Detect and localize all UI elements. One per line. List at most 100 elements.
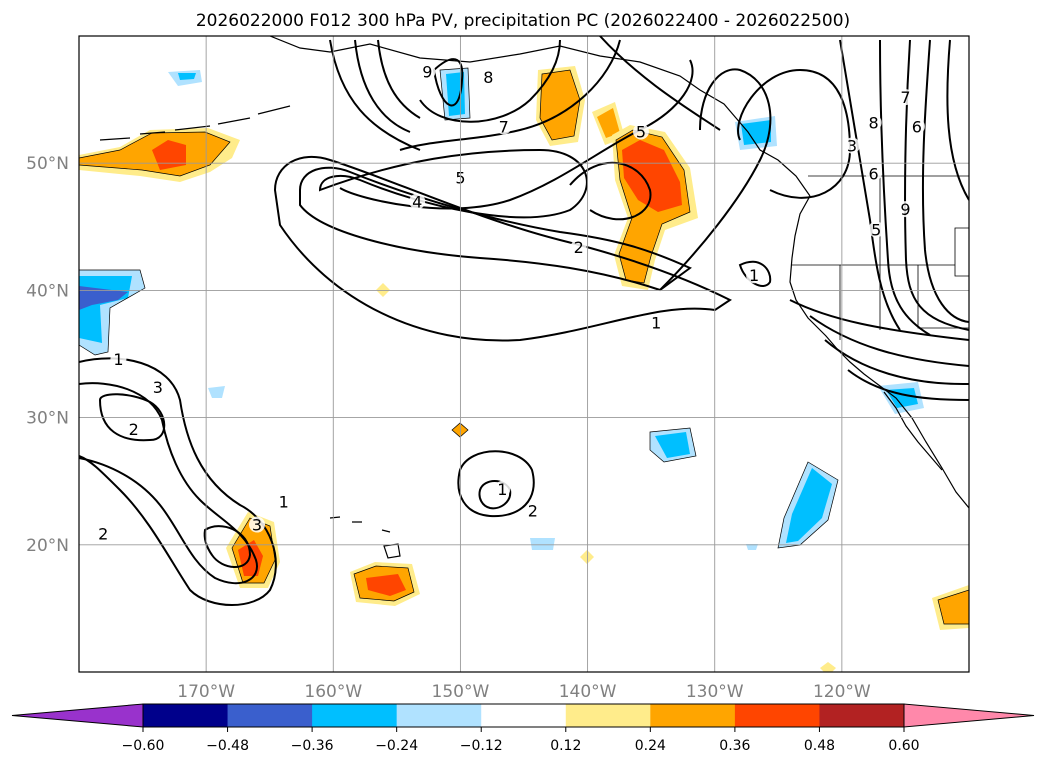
contour-label-backing: [480, 68, 497, 85]
colorbar-tick-label: −0.48: [206, 738, 249, 754]
precip-positive-area-light: [820, 662, 836, 672]
gridlines: [79, 36, 969, 672]
precip-negative-area-mid: [178, 73, 196, 80]
pv-contour-trough: [921, 39, 969, 323]
colorbar-segment: [396, 704, 482, 727]
precip-outline: [353, 565, 415, 602]
lat-tick-label: 40°N: [26, 281, 69, 301]
pv-contour-west-coast: [824, 339, 969, 386]
chart-title: 2026022000 F012 300 hPa PV, precipitatio…: [196, 11, 850, 31]
pv-contour-3-southwest-loop: [203, 525, 252, 568]
precip-outline: [937, 589, 969, 625]
contour-label-backing: [524, 502, 541, 519]
coastline-layer: [99, 36, 969, 559]
pv-contour-west-coast: [847, 369, 969, 401]
alaska-coastline: [269, 36, 811, 197]
pv-contour-outer-arc: [377, 39, 421, 119]
pv-contour-label: 3: [847, 136, 857, 155]
lat-tick-label: 30°N: [26, 409, 69, 429]
pv-contour-label: 2: [528, 502, 538, 521]
precip-positive-area-dark: [366, 574, 406, 596]
colorbar-under-extension: [11, 703, 144, 728]
contour-label-backing: [746, 267, 763, 284]
pv-contour-1-subtropic-loop: [457, 450, 535, 518]
aleutian-islands: [99, 105, 291, 141]
pv-contour-label: 9: [422, 63, 432, 82]
precip-outline: [79, 131, 231, 177]
precip-outline-layer: [79, 67, 969, 625]
lat-tick-label: 50°N: [26, 154, 69, 174]
pv-contour-west-coast: [789, 299, 969, 341]
pv-contour-label: 4: [412, 192, 422, 211]
colorbar-segment: [143, 704, 229, 727]
precip-positive-area-dark: [622, 140, 682, 212]
pv-contour-2-southwest: [79, 382, 258, 585]
north-america-coastline: [789, 195, 969, 509]
colorbar-tick-label: −0.12: [460, 738, 503, 754]
precip-negative-area-dark: [79, 286, 128, 310]
colorbar-tick-label: 0.12: [550, 738, 581, 754]
colorbar-tick-label: 0.24: [635, 738, 666, 754]
colorbar-tick-label: 0.60: [888, 738, 919, 754]
colorbar-over-extension: [903, 703, 1035, 728]
colorbar-tick-label: −0.24: [375, 738, 418, 754]
contour-label-backing: [648, 314, 665, 331]
pv-contour-label: 2: [98, 524, 108, 543]
contour-label-backing: [125, 421, 142, 438]
pv-contour-5: [339, 59, 694, 210]
precip-negative-area-mid: [741, 120, 771, 145]
precip-outline: [539, 69, 581, 141]
precip-outline: [649, 427, 697, 463]
precip-outline: [439, 67, 471, 121]
pv-contour-label: 5: [871, 220, 881, 239]
latitude-axis: 20°N 30°N 40°N 50°N: [26, 154, 69, 556]
precip-negative-area-light: [746, 544, 758, 550]
contour-label-backing: [868, 221, 885, 238]
pv-contour-layer: [79, 36, 969, 606]
map-frame: [78, 35, 970, 673]
colorbar-tick-label: 0.48: [804, 738, 835, 754]
pv-contour-label: 1: [749, 266, 759, 285]
contour-label-backing: [249, 516, 265, 533]
contour-label-backing: [275, 493, 292, 510]
pv-contour-label: 9: [900, 200, 910, 219]
pv-contour-label: 1: [113, 350, 123, 369]
lon-tick-label: 170°W: [177, 682, 235, 702]
pv-contour-label: 8: [483, 68, 493, 87]
colorbar-tick-label: −0.36: [291, 738, 334, 754]
colorbar-segment: [650, 704, 736, 727]
pv-contour-trough: [946, 39, 969, 201]
pv-contour-trough: [879, 39, 931, 336]
pv-contour-4: [318, 148, 588, 219]
pv-contour-label: 6: [869, 164, 879, 183]
colorbar-frame: [142, 703, 905, 728]
pv-contour-1-southwest: [79, 357, 277, 606]
pv-contour-label: 1: [651, 313, 661, 332]
colorbar-tick-label: −0.60: [122, 738, 165, 754]
colorbar-segment: [481, 704, 567, 727]
colorbar-segment: [312, 704, 398, 727]
contour-label-backing: [419, 63, 436, 80]
precip-negative-area-mid: [655, 432, 690, 458]
colorbar-segment: [734, 704, 820, 727]
baja-coastline: [883, 391, 943, 471]
pv-contour-label: 2: [129, 420, 139, 439]
pv-contour-1: [273, 155, 732, 342]
precip-positive-area-dark: [152, 140, 186, 170]
pv-contour-label: 7: [499, 117, 509, 136]
precip-negative-area-mid: [786, 468, 832, 543]
pv-contour-label: 1: [279, 493, 289, 512]
precip-positive-area-mid: [938, 590, 969, 624]
precip-outline: [451, 422, 469, 438]
contour-label-backing: [494, 480, 511, 497]
contour-label-backing: [897, 89, 914, 106]
pv-contour-8: [419, 39, 561, 123]
pv-contour-2-subtropic-loop: [478, 480, 512, 510]
precip-negative-area-light: [530, 538, 555, 550]
colorbar-segment: [565, 704, 651, 727]
pv-contour-label: 7: [900, 88, 910, 107]
contour-label-backing: [495, 118, 512, 135]
hawaii-islands: [329, 516, 401, 559]
contour-label-backing: [865, 165, 882, 182]
